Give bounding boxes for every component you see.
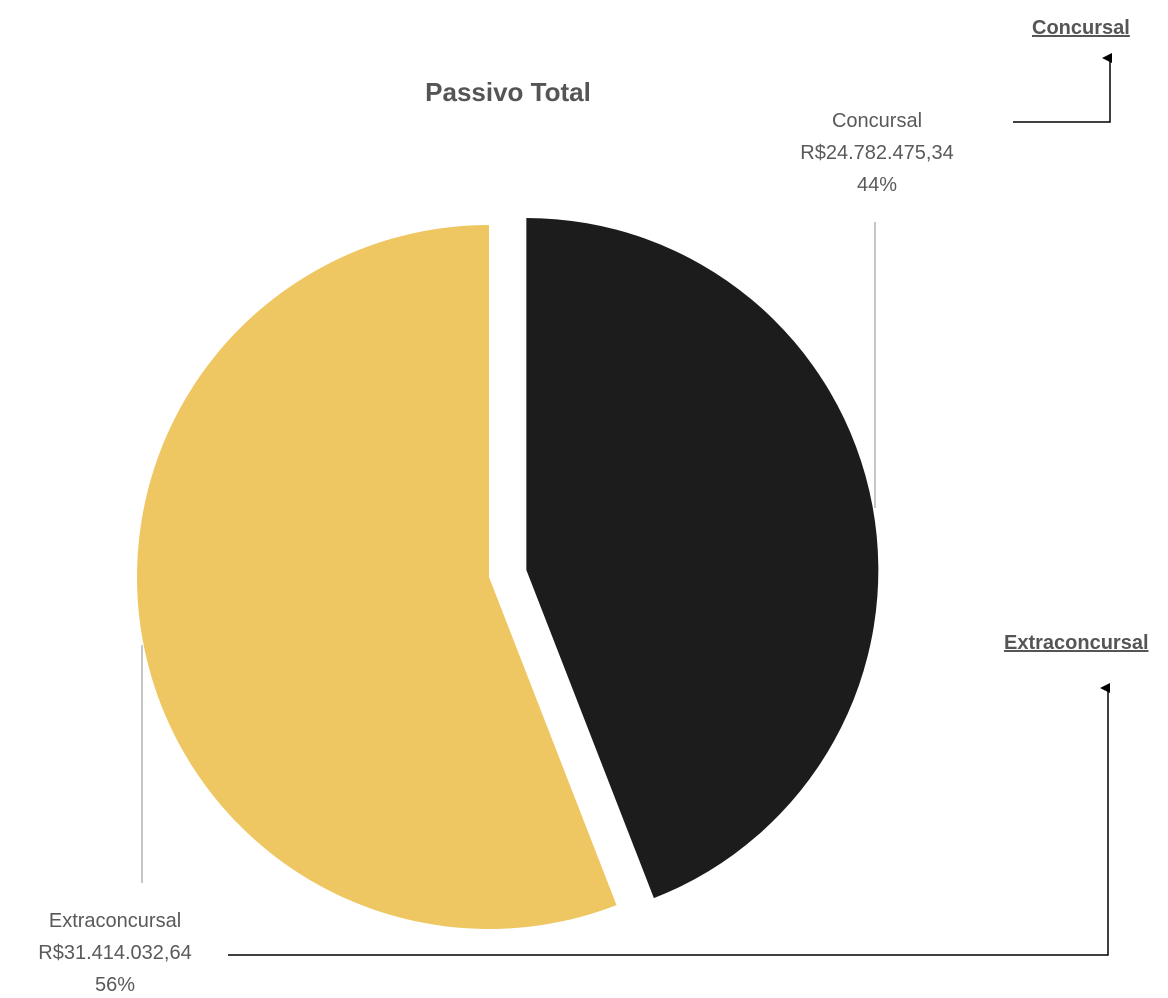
concursal-link-arrow (1013, 53, 1112, 123)
extraconcursal-label-name: Extraconcursal (49, 910, 181, 932)
concursal-label-value: R$24.782.475,34 (800, 142, 953, 164)
extraconcursal-link-arrow (228, 683, 1110, 956)
pie-slice-extraconcursal (137, 225, 617, 930)
concursal-label-percent: 44% (857, 174, 897, 196)
pie-slice-concursal (526, 217, 879, 899)
extraconcursal-link[interactable]: Extraconcursal (1004, 632, 1149, 654)
extraconcursal-label-percent: 56% (95, 974, 135, 996)
extraconcursal-label-value: R$31.414.032,64 (38, 942, 191, 964)
concursal-link[interactable]: Concursal (1032, 17, 1130, 39)
pie-slices (137, 217, 879, 930)
chart-title: Passivo Total (425, 77, 591, 107)
concursal-label-name: Concursal (832, 110, 922, 132)
